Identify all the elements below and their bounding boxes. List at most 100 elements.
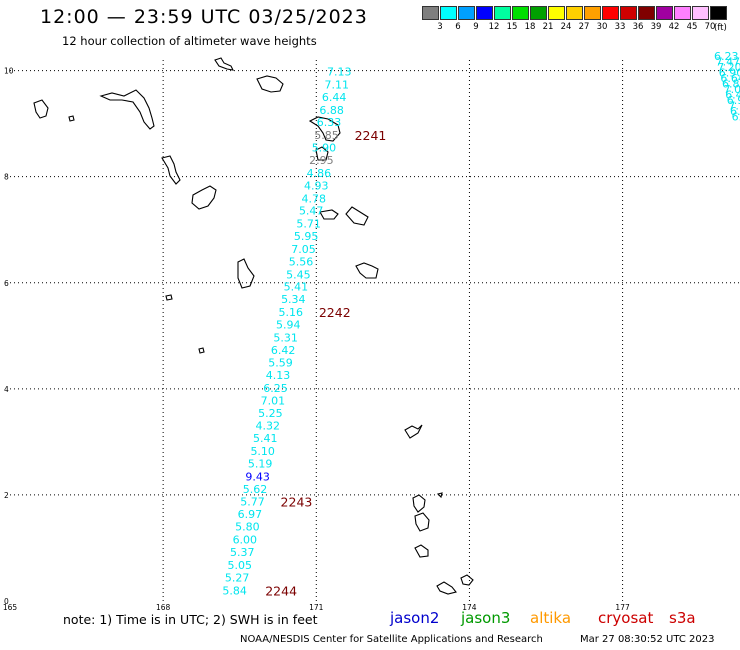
- edge-wave-height-value: 7.20: [717, 61, 740, 74]
- wave-height-value: 5.90: [312, 142, 337, 155]
- island: [99, 89, 155, 130]
- x-tick-label: 174: [462, 603, 477, 612]
- island: [414, 544, 429, 558]
- legend-swatch: [512, 6, 529, 20]
- island: [412, 494, 426, 513]
- wave-height-value: 4.93: [304, 180, 329, 193]
- wave-height-value: 9.43: [245, 470, 270, 483]
- island: [191, 185, 217, 210]
- edge-wave-height-value: 6.75: [730, 105, 740, 118]
- wave-height-value: 5.59: [268, 356, 293, 369]
- island: [460, 574, 474, 586]
- footer-credit: NOAA/NESDIS Center for Satellite Applica…: [240, 634, 543, 645]
- legend-swatch: [638, 6, 655, 20]
- wave-height-value: 5.85: [314, 129, 339, 142]
- edge-wave-height-value: 6.58: [732, 111, 740, 124]
- island: [214, 57, 234, 71]
- island: [319, 209, 339, 220]
- edge-wave-height-value: 6.92: [727, 94, 740, 107]
- island: [414, 512, 430, 532]
- legend-label: 30: [596, 22, 608, 32]
- wave-height-value: 5.94: [276, 319, 301, 332]
- island: [315, 146, 329, 161]
- satellite-track: 7.137.116.446.886.335.855.902.954.864.93…: [222, 66, 351, 598]
- legend-swatch: [422, 6, 439, 20]
- island: [237, 258, 255, 289]
- wave-height-value: 6.88: [319, 104, 344, 117]
- wave-height-value: 6.33: [317, 116, 342, 129]
- legend-swatch: [566, 6, 583, 20]
- wave-height-value: 7.05: [291, 243, 316, 256]
- map-subtitle: 12 hour collection of altimeter wave hei…: [62, 34, 317, 48]
- island: [436, 492, 443, 499]
- wave-height-value: 5.45: [286, 268, 311, 281]
- y-tick-label: 2: [4, 491, 9, 500]
- wave-height-value: 5.47: [299, 205, 324, 218]
- x-tick-label: 165: [3, 603, 18, 612]
- legend-label: 24: [560, 22, 572, 32]
- y-tick-label: 6: [4, 279, 9, 288]
- y-tick-label: 4: [4, 385, 9, 394]
- legend-label: 36: [632, 22, 644, 32]
- island: [33, 99, 49, 119]
- wave-height-value: 7.11: [324, 78, 349, 91]
- wave-height-value: 4.78: [301, 192, 326, 205]
- wave-height-value: 5.16: [279, 306, 304, 319]
- legend-swatch: [494, 6, 511, 20]
- island: [68, 115, 75, 122]
- wave-height-value: 5.05: [227, 559, 252, 572]
- legend-swatch: [530, 6, 547, 20]
- legend-label: 15: [506, 22, 518, 32]
- wave-height-value: 5.27: [225, 572, 250, 585]
- wave-height-value: 6.00: [233, 533, 258, 546]
- edge-wave-height-value: 7.11: [728, 100, 740, 113]
- island: [404, 424, 423, 439]
- pass-number-label: 2242: [319, 305, 351, 320]
- wave-height-value: 7.01: [261, 395, 286, 408]
- wave-height-value: 5.41: [253, 432, 278, 445]
- edge-wave-height-value: 6.45: [725, 89, 740, 102]
- y-tick-label: 0: [4, 597, 9, 606]
- map-gridlines: [10, 60, 740, 601]
- island: [355, 262, 379, 279]
- wave-height-value: 5.31: [273, 331, 298, 344]
- edge-wave-height-value: 7.47: [716, 56, 740, 69]
- x-tick-label: 177: [615, 603, 630, 612]
- island: [256, 75, 284, 93]
- island: [165, 294, 173, 301]
- wave-height-value: 5.25: [258, 407, 283, 420]
- satellite-name: altika: [530, 609, 572, 627]
- pass-number-label: 2243: [281, 494, 313, 509]
- island: [161, 155, 181, 185]
- legend-label: 39: [650, 22, 662, 32]
- legend-swatch: [692, 6, 709, 20]
- island: [308, 116, 341, 142]
- legend-unit: (ft): [714, 23, 727, 33]
- legend-swatch: [584, 6, 601, 20]
- legend-swatches: [422, 6, 728, 20]
- legend-labels: 3 6 9 12 15 18 21 24 27 30 33 36 39 42 45 70: [422, 22, 728, 32]
- legend-swatch: [710, 6, 727, 20]
- wave-height-value: 4.86: [307, 167, 332, 180]
- edge-wave-height-value: 6.64: [720, 72, 740, 85]
- wave-height-value: 5.10: [250, 445, 275, 458]
- legend-label: 9: [473, 22, 479, 32]
- legend-swatch: [656, 6, 673, 20]
- satellite-name: cryosat: [598, 609, 654, 627]
- legend-label: 6: [455, 22, 461, 32]
- wave-height-value: 5.84: [222, 584, 247, 597]
- wave-height-value: 5.37: [230, 546, 255, 559]
- legend-label: 70: [704, 22, 716, 32]
- wave-height-value: 5.80: [235, 521, 260, 534]
- legend-label: 27: [578, 22, 590, 32]
- legend-label: 18: [524, 22, 536, 32]
- wave-height-value: 5.95: [294, 230, 319, 243]
- legend-label: 12: [488, 22, 500, 32]
- legend-label: 42: [668, 22, 680, 32]
- island: [198, 347, 205, 354]
- map-title: 12:00 — 23:59 UTC 03/25/2023: [40, 6, 368, 28]
- island: [436, 581, 457, 595]
- wave-height-value: 5.56: [289, 256, 314, 269]
- wave-height-value: 5.41: [284, 280, 309, 293]
- legend-label: 33: [614, 22, 626, 32]
